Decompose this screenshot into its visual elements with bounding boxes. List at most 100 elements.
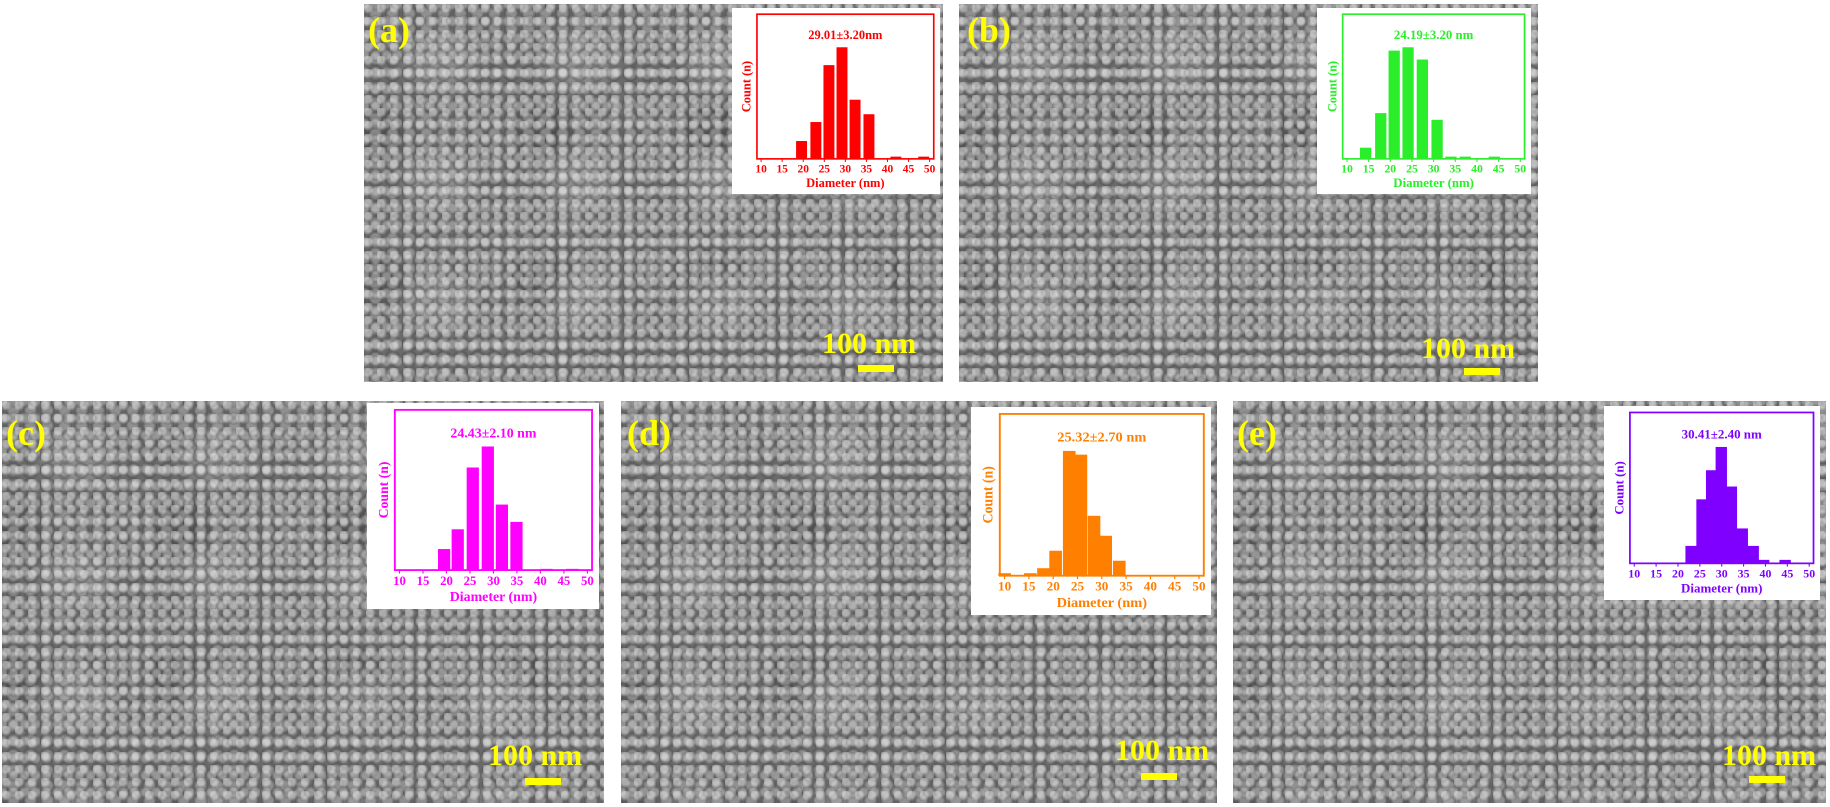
x-tick-label: 35: [1449, 162, 1461, 175]
x-tick-label: 50: [581, 574, 594, 588]
scale-bar-label-a: 100 nm: [822, 327, 917, 360]
x-tick-label: 50: [1514, 162, 1526, 175]
histogram-bar: [540, 568, 553, 571]
x-tick-label: 45: [903, 163, 915, 175]
histogram-bar: [1445, 156, 1457, 159]
histogram-bar: [1087, 515, 1101, 576]
y-axis-label: Count (n): [1325, 61, 1339, 112]
y-axis-label: Count (n): [740, 61, 754, 112]
scale-bar-a: [858, 365, 894, 372]
scale-bar-e: [1749, 776, 1785, 783]
histogram-bar: [836, 47, 848, 159]
x-tick-label: 20: [798, 163, 810, 175]
histogram-bar: [1685, 545, 1697, 564]
x-axis-label: Diameter (nm): [1393, 176, 1474, 190]
panel-label-c: (c): [6, 413, 46, 453]
histogram-bar: [796, 141, 808, 159]
histogram-bar: [1459, 156, 1471, 159]
histogram-inset-e: 10 15 20 25 30 35 40 45 50 30.41±2.40 nm Diameter …: [1604, 406, 1820, 600]
histogram-inset-b: 10 15 20 25 30 35 40 45 50 24.19±3.20 nm Diameter …: [1317, 8, 1531, 194]
x-tick-label: 25: [464, 574, 477, 588]
histogram-bar: [1725, 486, 1738, 564]
histogram-bar: [890, 156, 902, 159]
sem-image-d: (d) 10 15 20 25 30 35 40 45 50 25.32±2.70 nm Diame…: [621, 401, 1217, 803]
sem-image-a: (a) 10 15 20 25 30 35 40 45 50 29.01±3.20nm Diamet…: [364, 4, 943, 382]
chart-title: 29.01±3.20nm: [808, 28, 883, 42]
panel-label-e: (e): [1237, 413, 1277, 453]
x-tick-label: 10: [755, 163, 767, 175]
y-axis-label: Count (n): [376, 462, 392, 519]
x-tick-label: 10: [1628, 566, 1640, 580]
x-tick-label: 25: [1071, 579, 1084, 594]
x-tick-label: 30: [840, 163, 852, 175]
x-tick-label: 15: [1363, 162, 1375, 175]
chart-title: 30.41±2.40 nm: [1682, 426, 1762, 441]
histogram-bar: [1779, 559, 1791, 564]
sem-image-b: (b) 10 15 20 25 30 35 40 45 50 24.19±3.20 nm Diame…: [959, 4, 1538, 382]
histogram-bar: [438, 549, 451, 571]
histogram-bar: [1024, 573, 1037, 576]
x-tick-label: 10: [393, 574, 406, 588]
x-tick-label: 25: [1694, 566, 1706, 580]
x-tick-label: 35: [861, 163, 873, 175]
histogram-bar: [566, 568, 579, 571]
x-tick-label: 30: [1716, 566, 1728, 580]
histogram-bar: [1049, 550, 1062, 576]
histogram-bar: [1359, 147, 1372, 159]
sem-image-e: (e) 10 15 20 25 30 35 40 45 50 30.41±2.40 nm Diame…: [1233, 401, 1826, 803]
histogram-bar: [1388, 50, 1400, 159]
histogram-bar: [849, 99, 861, 159]
x-tick-label: 25: [819, 163, 831, 175]
histogram-bar: [810, 122, 822, 159]
x-tick-label: 15: [1650, 566, 1662, 580]
histogram-c: 10 15 20 25 30 35 40 45 50 24.43±2.10 nm Diameter …: [376, 408, 594, 605]
histogram-bar: [1715, 446, 1727, 564]
histogram-bar: [1074, 454, 1088, 576]
histogram-bar: [1705, 470, 1718, 564]
x-tick-label: 45: [558, 574, 571, 588]
histogram-bar: [1037, 568, 1050, 576]
histogram-bar: [1112, 560, 1126, 576]
histogram-bar: [1431, 119, 1443, 159]
x-tick-label: 40: [1144, 579, 1157, 594]
x-tick-label: 20: [1384, 162, 1396, 175]
histogram-bar: [451, 529, 464, 571]
histogram-bar: [481, 446, 494, 571]
scale-bar-label-b: 100 nm: [1421, 332, 1516, 365]
histogram-bar: [1062, 450, 1076, 576]
y-axis-label: Count (n): [1611, 461, 1626, 515]
x-tick-label: 30: [487, 574, 500, 588]
histogram-bar: [918, 156, 930, 159]
x-tick-label: 50: [924, 163, 936, 175]
histogram-a: 10 15 20 25 30 35 40 45 50 29.01±3.20nm Diameter (…: [740, 13, 936, 190]
histogram-bar: [1488, 156, 1500, 159]
y-axis-label: Count (n): [980, 466, 996, 524]
x-tick-label: 10: [998, 579, 1011, 594]
x-tick-label: 15: [1022, 579, 1035, 594]
x-tick-label: 20: [1047, 579, 1060, 594]
histogram-b: 10 15 20 25 30 35 40 45 50 24.19±3.20 nm Diameter …: [1325, 13, 1526, 190]
x-tick-label: 40: [534, 574, 547, 588]
histogram-bar: [466, 467, 479, 571]
x-tick-label: 40: [882, 163, 894, 175]
histogram-bar: [1402, 47, 1414, 159]
histogram-inset-a: 10 15 20 25 30 35 40 45 50 29.01±3.20nm Diameter (…: [732, 8, 940, 194]
histogram-bar: [1736, 528, 1748, 564]
histogram-inset-c: 10 15 20 25 30 35 40 45 50 24.43±2.10 nm Diameter …: [367, 403, 599, 609]
x-axis-label: Diameter (nm): [450, 589, 537, 605]
x-tick-label: 45: [1168, 579, 1181, 594]
x-axis-label: Diameter (nm): [806, 176, 884, 190]
histogram-e: 10 15 20 25 30 35 40 45 50 30.41±2.40 nm Diameter …: [1611, 411, 1815, 595]
x-tick-label: 35: [1738, 566, 1750, 580]
x-tick-label: 20: [440, 574, 453, 588]
histogram-bar: [1099, 535, 1113, 576]
x-tick-label: 15: [776, 163, 788, 175]
x-tick-label: 50: [1803, 566, 1815, 580]
histogram-bar: [823, 65, 835, 159]
histogram-bar: [1375, 113, 1387, 159]
x-tick-label: 50: [1192, 579, 1205, 594]
histogram-bar: [1747, 545, 1759, 564]
histogram-bar: [863, 114, 875, 159]
histogram-bar: [510, 521, 523, 571]
x-tick-label: 15: [417, 574, 430, 588]
